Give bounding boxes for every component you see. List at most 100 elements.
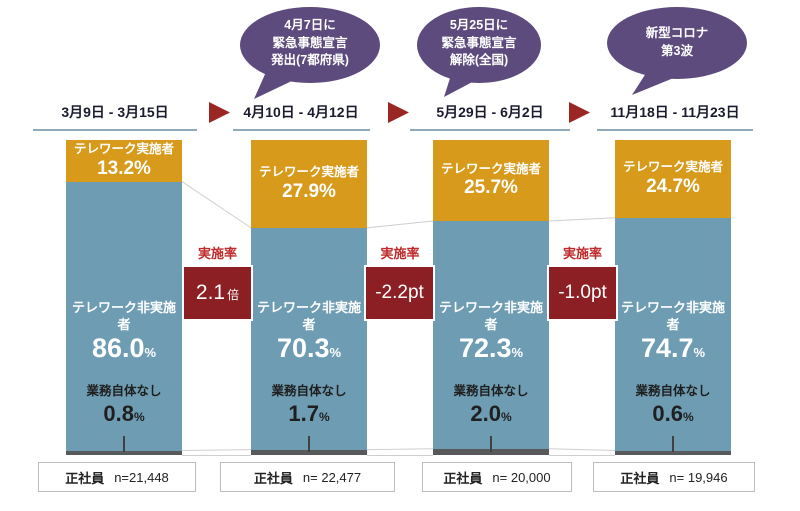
bar-column: テレワーク実施者 25.7% テレワーク非実施者 72.3% 業務自体なし 2.0%: [433, 140, 549, 455]
rate-change-main: -1.0pt: [558, 282, 607, 303]
non-implementer-label: テレワーク非実施者: [620, 300, 725, 332]
segment-non-implementer: [615, 217, 731, 451]
no-work-tick: [672, 436, 674, 452]
connector-line-bottom: [366, 448, 434, 451]
sample-group: 正社員: [65, 470, 105, 486]
event-bubble-tail: [632, 70, 676, 95]
no-work-block: 業務自体なし 0.6%: [615, 383, 731, 426]
event-bubble-line: 解除(全国): [449, 53, 509, 67]
non-implementer-value: 72.3%: [433, 332, 549, 364]
implementer-value: 27.9%: [282, 180, 336, 202]
no-work-value: 0.8%: [66, 401, 182, 426]
non-implementer-unit: %: [144, 344, 157, 360]
event-bubble-line: 緊急事態宣言: [272, 35, 348, 50]
segment-non-implementer: [433, 220, 549, 449]
no-work-number: 1.7: [288, 400, 319, 426]
no-work-value: 1.7%: [251, 401, 367, 426]
no-work-unit: %: [682, 409, 694, 424]
date-underline: [410, 129, 570, 131]
no-work-label: 業務自体なし: [453, 384, 529, 398]
non-implementer-block: テレワーク非実施者 70.3%: [251, 300, 367, 363]
implementer-value: 13.2%: [97, 157, 151, 179]
non-implementer-number: 86.0: [91, 332, 145, 363]
connector-line-bottom: [548, 448, 616, 451]
non-implementer-number: 74.7: [640, 332, 694, 363]
no-work-value: 2.0%: [433, 401, 549, 426]
rate-change-box: -2.2pt: [364, 265, 435, 321]
no-work-block: 業務自体なし 1.7%: [251, 383, 367, 426]
segment-implementer: テレワーク実施者 27.9%: [251, 140, 367, 228]
implementer-label: テレワーク実施者: [73, 142, 174, 157]
segment-implementer: テレワーク実施者 25.7%: [433, 140, 549, 221]
no-work-block: 業務自体なし 0.8%: [66, 383, 182, 426]
segment-non-implementer: [251, 227, 367, 450]
non-implementer-unit: %: [511, 344, 524, 360]
date-underline: [597, 129, 753, 131]
event-bubble-line: 緊急事態宣言: [441, 35, 517, 50]
connector-line-top: [548, 217, 616, 222]
sample-group: 正社員: [620, 470, 660, 486]
non-implementer-label: テレワーク非実施者: [256, 300, 361, 332]
segment-no-work: [66, 450, 182, 455]
segment-implementer: テレワーク実施者 13.2%: [66, 140, 182, 182]
rate-change-suffix: 倍: [227, 288, 240, 302]
segment-implementer: テレワーク実施者 24.7%: [615, 140, 731, 218]
non-implementer-number: 72.3: [458, 332, 512, 363]
non-implementer-unit: %: [693, 344, 706, 360]
rate-change-main: 2.1: [195, 281, 226, 304]
no-work-tick: [123, 436, 125, 452]
non-implementer-number: 70.3: [276, 332, 330, 363]
no-work-number: 0.8: [103, 400, 134, 426]
bar-column: テレワーク実施者 13.2% テレワーク非実施者 86.0% 業務自体なし 0.8%: [66, 140, 182, 455]
date-underline: [233, 129, 370, 131]
non-implementer-block: テレワーク非実施者 86.0%: [66, 300, 182, 363]
implementer-label: テレワーク実施者: [622, 160, 723, 175]
non-implementer-label: テレワーク非実施者: [438, 300, 543, 332]
connector-line-bottom: [181, 449, 252, 451]
sample-n: n= 22,477: [302, 469, 362, 485]
no-work-number: 0.6: [652, 400, 683, 426]
event-bubble-line: 4月7日に: [284, 18, 336, 32]
date-range-label: 4月10日 - 4月12日: [243, 104, 359, 120]
date-range-label: 5月29日 - 6月2日: [436, 104, 544, 120]
no-work-tick: [308, 436, 310, 452]
implementer-value: 25.7%: [464, 177, 518, 199]
rate-change-value: -2.2pt: [375, 282, 424, 304]
event-bubble-text: 新型コロナ 第3波: [607, 25, 747, 60]
non-implementer-value: 86.0%: [66, 332, 182, 364]
sample-n: n=21,448: [114, 469, 169, 485]
no-work-label: 業務自体なし: [271, 384, 347, 398]
rate-label: 実施率: [562, 246, 603, 261]
rate-change-value: 2.1 倍: [196, 281, 239, 305]
sample-box: 正社員 n= 19,946: [593, 462, 755, 492]
no-work-block: 業務自体なし 2.0%: [433, 383, 549, 426]
event-bubble-line: 発出(7都府県): [271, 53, 349, 67]
bar-column: テレワーク実施者 27.9% テレワーク非実施者 70.3% 業務自体なし 1.7%: [251, 140, 367, 455]
sample-box: 正社員 n= 22,477: [220, 462, 395, 492]
sample-n: n= 19,946: [669, 469, 728, 485]
non-implementer-unit: %: [329, 344, 342, 360]
date-underline: [33, 129, 197, 131]
no-work-number: 2.0: [470, 400, 501, 426]
non-implementer-block: テレワーク非実施者 72.3%: [433, 300, 549, 363]
rate-label: 実施率: [380, 246, 420, 261]
non-implementer-label: テレワーク非実施者: [71, 300, 176, 332]
event-bubble-tail: [254, 72, 296, 99]
event-bubble-tail: [444, 72, 478, 97]
no-work-unit: %: [133, 409, 145, 424]
bar-column: テレワーク実施者 24.7% テレワーク非実施者 74.7% 業務自体なし 0.6%: [615, 140, 731, 455]
segment-no-work: [251, 449, 367, 455]
rate-change-value: -1.0pt: [558, 282, 607, 304]
connector-line-top: [181, 181, 252, 229]
sample-group: 正社員: [443, 470, 483, 486]
implementer-value: 24.7%: [646, 175, 700, 197]
no-work-unit: %: [500, 409, 512, 424]
implementer-label: テレワーク実施者: [258, 165, 359, 180]
connector-line-top: [366, 220, 434, 229]
rate-change-box: 2.1 倍: [182, 265, 253, 321]
non-implementer-value: 74.7%: [615, 332, 731, 364]
rate-change-box: -1.0pt: [547, 265, 618, 321]
sample-n: n= 20,000: [492, 469, 551, 485]
rate-label: 実施率: [197, 246, 238, 261]
